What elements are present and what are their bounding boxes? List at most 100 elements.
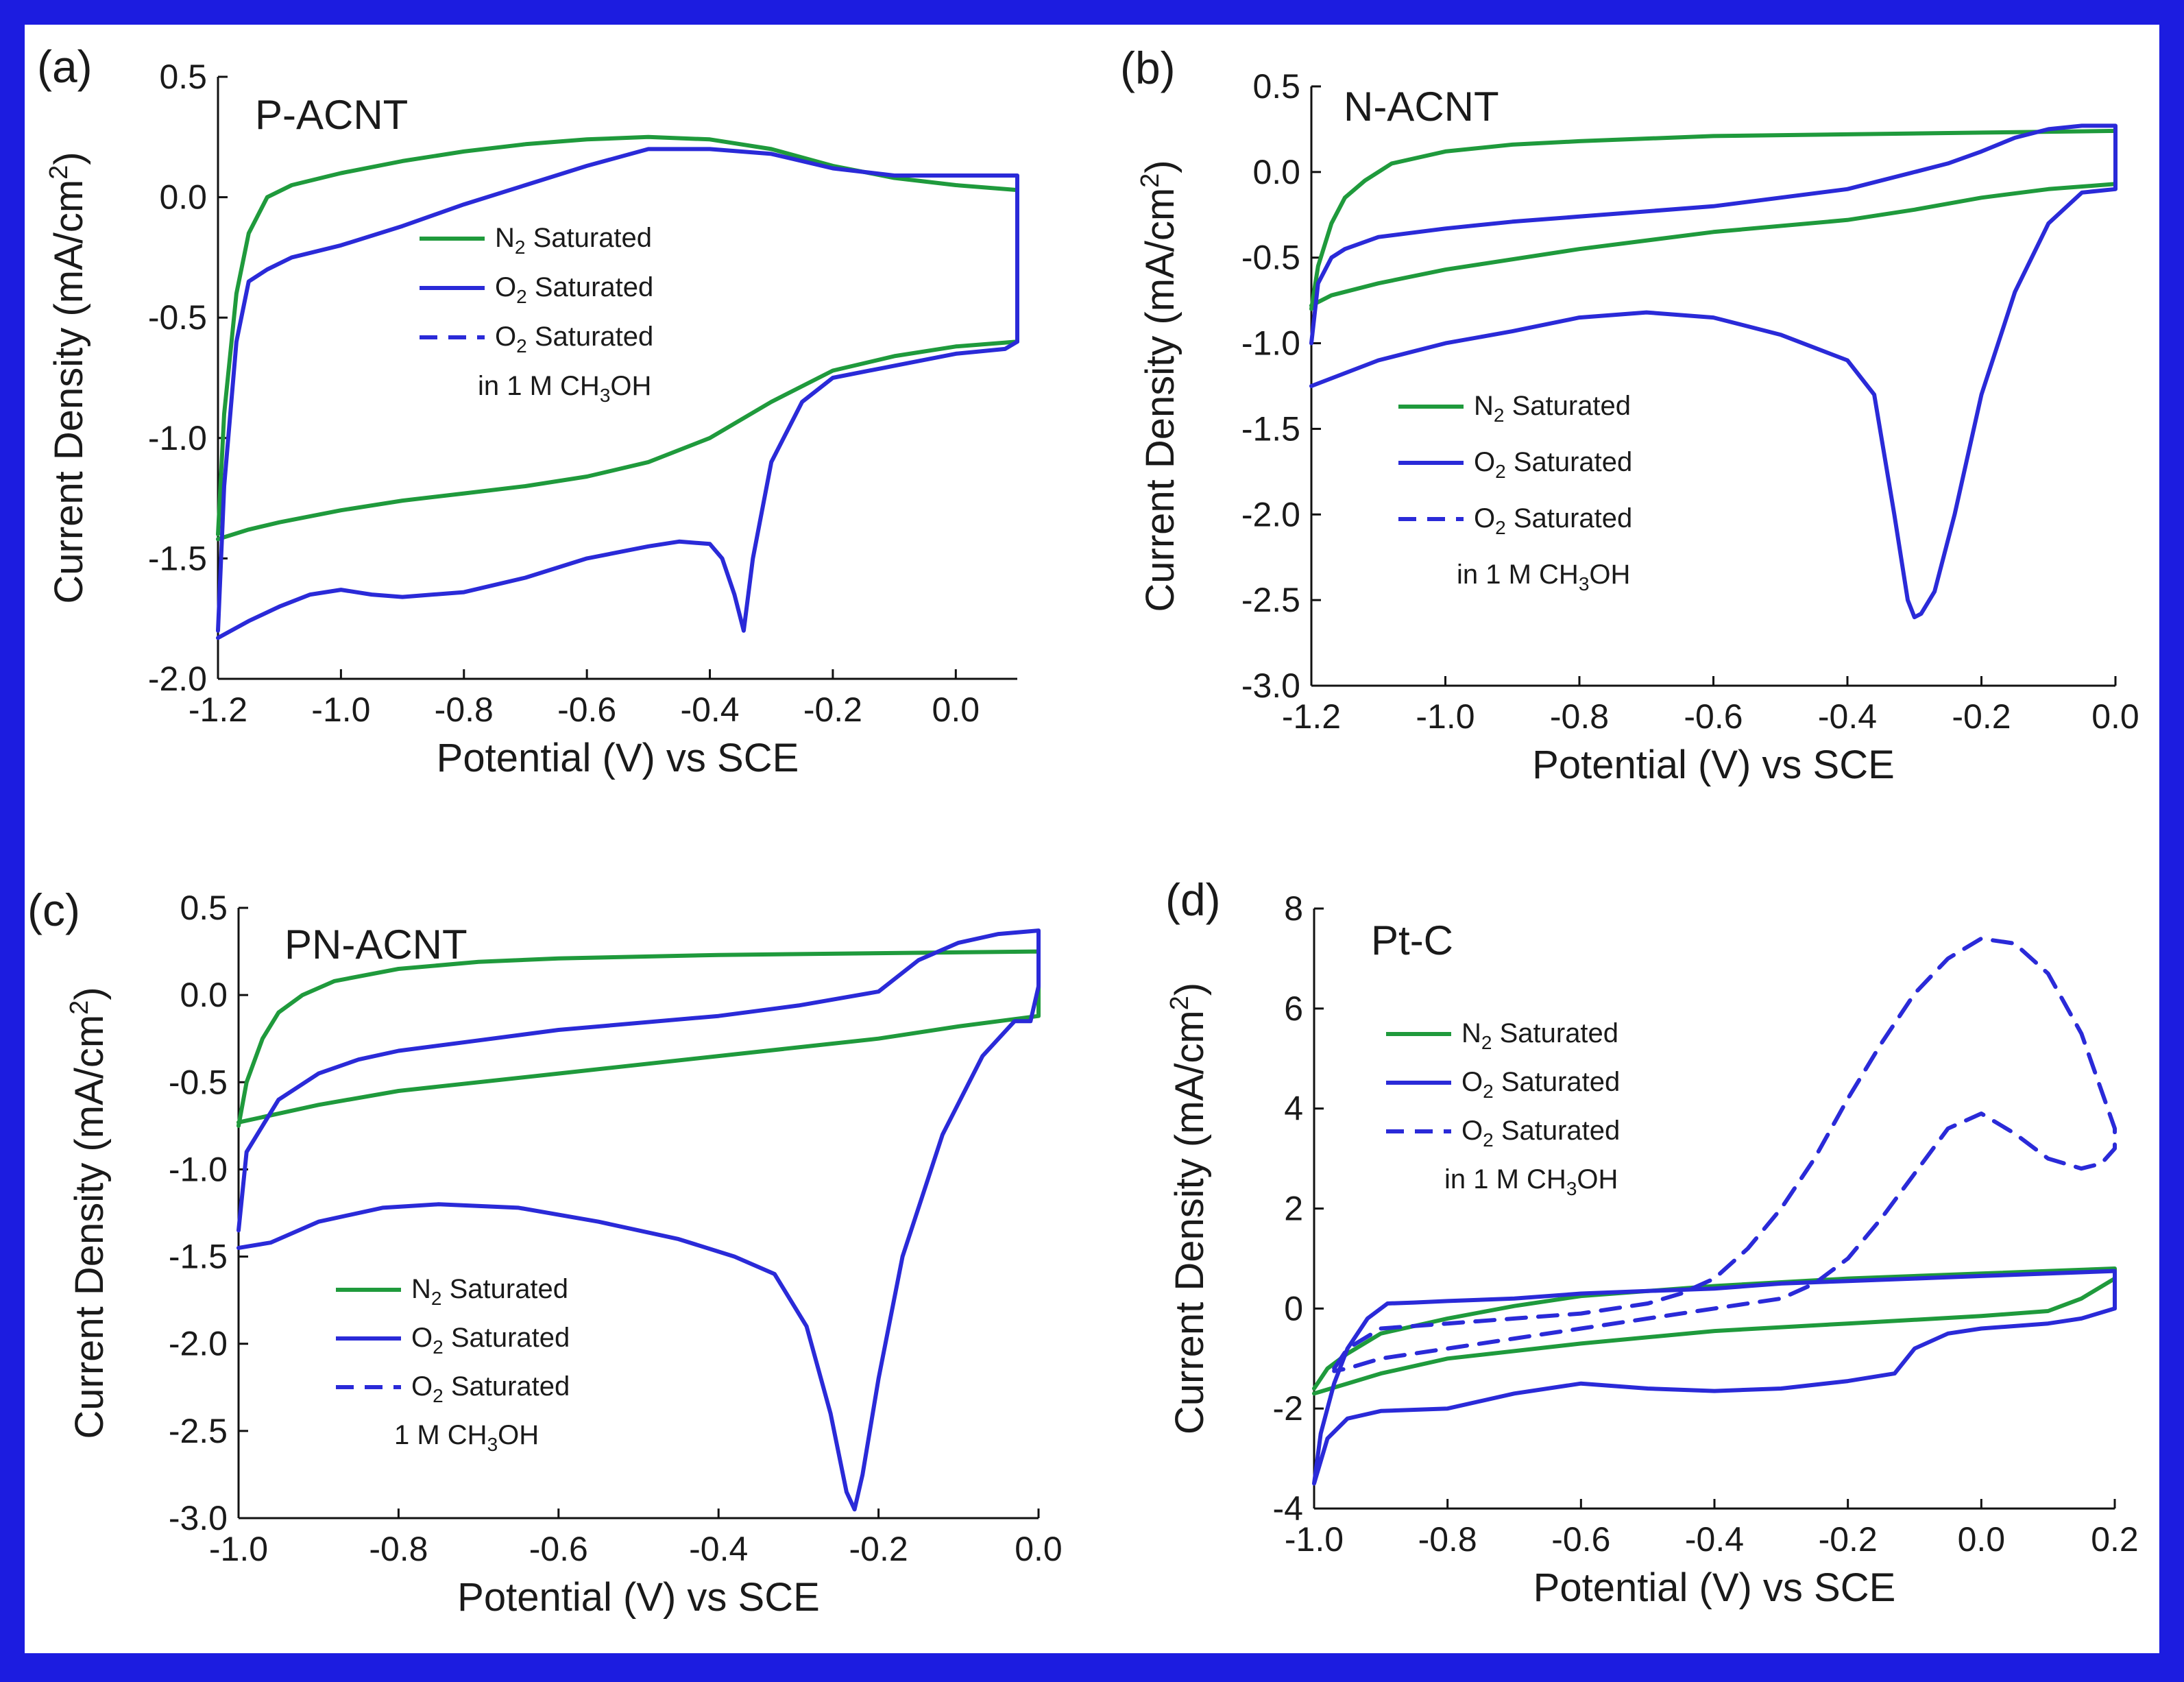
y-tick-label: -0.5 <box>169 1063 228 1101</box>
series-o2-saturated <box>216 147 1019 640</box>
x-axis-title: Potential (V) vs SCE <box>457 1575 820 1620</box>
y-tick-label: -2.5 <box>1241 581 1300 619</box>
x-tick-label: -0.2 <box>1819 1520 1878 1559</box>
x-tick-label: 0.0 <box>1015 1530 1063 1568</box>
series-o2-saturated <box>1309 123 2118 620</box>
x-tick-label: -0.4 <box>1818 697 1877 736</box>
y-tick-label: 4 <box>1284 1090 1303 1128</box>
panel-title: N-ACNT <box>1344 84 1499 130</box>
legend-label: O2 Saturated <box>495 272 653 307</box>
y-tick-label: -1.5 <box>148 539 207 577</box>
x-tick-label: -0.6 <box>1551 1520 1610 1559</box>
legend-label: O2 Saturated <box>1474 447 1632 482</box>
x-tick-label: -0.6 <box>529 1530 588 1568</box>
y-tick-label: -2 <box>1273 1389 1303 1428</box>
y-tick-label: -4 <box>1273 1489 1303 1528</box>
x-tick-label: 0.2 <box>2091 1520 2139 1559</box>
panel-title: P-ACNT <box>255 92 408 138</box>
y-tick-label: -2.5 <box>169 1412 228 1450</box>
x-axis-title: Potential (V) vs SCE <box>1533 1565 1896 1610</box>
series-n2-saturated <box>1309 128 2118 311</box>
x-tick-label: -1.0 <box>311 690 370 729</box>
y-tick-label: 8 <box>1284 889 1303 928</box>
y-tick-label: 0 <box>1284 1289 1303 1327</box>
legend-label: N2 Saturated <box>411 1274 568 1309</box>
x-tick-label: -0.8 <box>435 690 494 729</box>
panel-title: Pt-C <box>1371 917 1453 963</box>
x-tick-label: -0.2 <box>803 690 862 729</box>
legend-label: O2 Saturated <box>1474 503 1632 538</box>
y-tick-label: -2.0 <box>1241 495 1300 533</box>
x-tick-label: -0.8 <box>1550 697 1609 736</box>
y-tick-label: -0.5 <box>1241 239 1300 277</box>
x-tick-label: 0.0 <box>1958 1520 2006 1559</box>
panel-letter: (d) <box>1165 874 1221 925</box>
x-tick-label: -0.6 <box>557 690 616 729</box>
series-n2-saturated <box>236 949 1041 1128</box>
series-o2-saturated <box>236 928 1041 1512</box>
legend-label: in 1 M CH3OH <box>1444 1164 1618 1199</box>
panel-c: -1.0 -0.8 -0.6 -0.4 -0.2 0.0 -3.0 -2.5 -2.0 -1.5 -… <box>27 885 1063 1620</box>
legend-label: N2 Saturated <box>1461 1018 1618 1053</box>
y-tick-label: 2 <box>1284 1190 1303 1228</box>
y-tick-label: -3.0 <box>169 1499 228 1537</box>
y-tick-label: 0.0 <box>180 976 228 1014</box>
legend-label: O2 Saturated <box>1461 1067 1620 1102</box>
legend-label: O2 Saturated <box>411 1323 570 1358</box>
y-axis-title: Current Density (mA/cm2) <box>65 987 112 1439</box>
series-n2-saturated <box>216 134 1019 542</box>
x-axis-title: Potential (V) vs SCE <box>437 736 799 780</box>
y-tick-label: 6 <box>1284 989 1303 1028</box>
x-tick-label: 0.0 <box>932 690 980 729</box>
legend-label: 1 M CH3OH <box>394 1420 539 1455</box>
panel-letter: (c) <box>27 885 80 935</box>
y-tick-label: 0.5 <box>1252 67 1300 106</box>
panel-d: -1.0 -0.8 -0.6 -0.4 -0.2 0.0 0.2 -4 -2 0 2 4 6 8 Poten… <box>1165 874 2139 1610</box>
y-tick-label: -2.0 <box>148 660 207 698</box>
x-tick-label: -0.2 <box>1952 697 2011 736</box>
panel-b: -1.2 -1.0 -0.8 -0.6 -0.4 -0.2 0.0 -3.0 -2.5 -2.0 -… <box>1120 43 2139 787</box>
series-o2-saturated-in-1-m-ch3oh <box>1332 936 2117 1373</box>
x-tick-label: -0.4 <box>689 1530 748 1568</box>
legend-label: O2 Saturated <box>495 322 653 357</box>
y-axis-title: Current Density (mA/cm2) <box>45 152 91 603</box>
x-tick-label: -1.0 <box>209 1530 268 1568</box>
y-tick-label: 0.5 <box>159 58 207 96</box>
x-tick-label: -0.4 <box>680 690 739 729</box>
x-axis-title: Potential (V) vs SCE <box>1532 743 1895 787</box>
x-tick-label: 0.0 <box>2091 697 2139 736</box>
legend-label: in 1 M CH3OH <box>1457 560 1630 594</box>
legend-label: O2 Saturated <box>1461 1116 1620 1151</box>
x-tick-label: -1.2 <box>189 690 247 729</box>
y-axis-title: Current Density (mA/cm2) <box>1165 983 1212 1434</box>
legend-label: N2 Saturated <box>495 223 652 258</box>
y-tick-label: -1.0 <box>148 419 207 457</box>
y-tick-label: -1.0 <box>169 1150 228 1188</box>
panel-letter: (b) <box>1120 43 1176 93</box>
y-tick-label: -2.0 <box>169 1325 228 1363</box>
y-tick-label: -1.5 <box>1241 409 1300 448</box>
x-tick-label: -0.4 <box>1685 1520 1744 1559</box>
legend-label: in 1 M CH3OH <box>478 371 651 406</box>
x-tick-label: -0.6 <box>1684 697 1743 736</box>
x-tick-label: -1.2 <box>1282 697 1341 736</box>
y-tick-label: -0.5 <box>148 298 207 337</box>
panel-a: -1.2 -1.0 -0.8 -0.6 -0.4 -0.2 0.0 -2.0 -1.5 -1.0 -… <box>37 41 1019 780</box>
y-tick-label: 0.0 <box>159 178 207 217</box>
y-tick-label: -1.5 <box>169 1238 228 1276</box>
legend-label: O2 Saturated <box>411 1371 570 1406</box>
panel-title: PN-ACNT <box>284 922 468 968</box>
x-tick-label: -1.0 <box>1285 1520 1344 1559</box>
x-tick-label: -0.8 <box>1418 1520 1477 1559</box>
y-tick-label: 0.5 <box>180 889 228 927</box>
y-tick-label: -1.0 <box>1241 324 1300 363</box>
x-tick-label: -1.0 <box>1416 697 1475 736</box>
x-tick-label: -0.2 <box>849 1530 908 1568</box>
y-tick-label: 0.0 <box>1252 153 1300 191</box>
series-o2-saturated <box>1312 1269 2117 1486</box>
legend-label: N2 Saturated <box>1474 391 1631 426</box>
x-tick-label: -0.8 <box>369 1530 428 1568</box>
y-tick-label: -3.0 <box>1241 666 1300 705</box>
